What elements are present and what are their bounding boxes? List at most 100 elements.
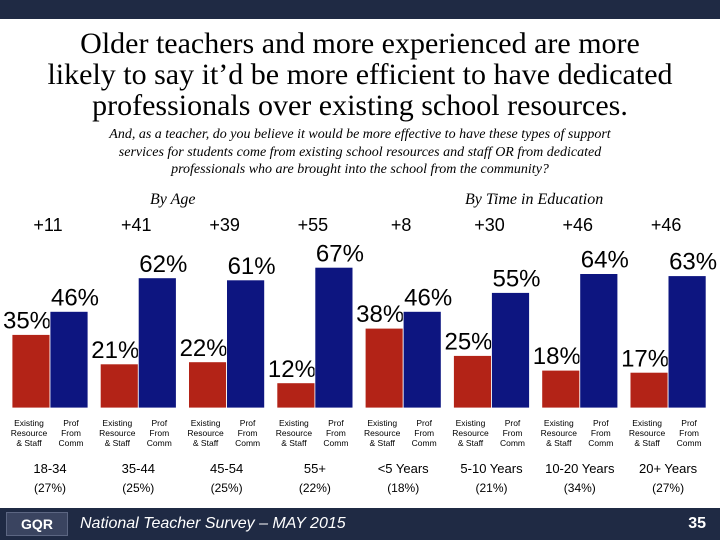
series-label: Existing	[191, 418, 221, 428]
category-base-label: (18%)	[387, 481, 419, 495]
series-label: From	[238, 428, 258, 438]
series-label: Existing	[367, 418, 397, 428]
bar-prof-community	[667, 275, 707, 409]
bar-value-label: 61%	[228, 253, 276, 280]
net-difference-label: +8	[391, 215, 412, 235]
series-label: Resource	[187, 428, 224, 438]
title-line: likely to say it’d be more efficient to …	[47, 58, 673, 91]
top-bar	[0, 0, 720, 19]
series-label: Resource	[452, 428, 489, 438]
bar-existing-resource	[364, 327, 404, 409]
category-label: 5-10 Years	[460, 461, 523, 476]
category-base-label: (27%)	[34, 481, 66, 495]
series-label: From	[326, 428, 346, 438]
bar-value-label: 18%	[533, 343, 581, 370]
question-line: professionals who are brought into the s…	[171, 162, 549, 177]
category-label: 45-54	[210, 461, 243, 476]
bar-value-label: 67%	[316, 240, 364, 267]
group-label-age: By Age	[150, 191, 196, 208]
series-label: Comm	[323, 438, 348, 448]
bar-value-label: 35%	[3, 308, 51, 335]
bar-value-label: 46%	[404, 284, 452, 311]
net-difference-label: +46	[651, 215, 682, 235]
category-label: 20+ Years	[639, 461, 698, 476]
category-base-label: (25%)	[122, 481, 154, 495]
bar-prof-community	[491, 292, 530, 409]
bar-value-label: 46%	[51, 284, 99, 311]
series-label: & Staff	[634, 438, 660, 448]
series-label: & Staff	[193, 438, 219, 448]
net-difference-label: +41	[121, 215, 152, 235]
series-label: Existing	[456, 418, 486, 428]
series-label: Prof	[152, 418, 168, 428]
series-label: Prof	[681, 418, 697, 428]
category-base-label: (21%)	[475, 481, 507, 495]
series-label: Prof	[416, 418, 432, 428]
category-label: 35-44	[122, 461, 155, 476]
net-difference-label: +39	[209, 215, 240, 235]
series-label: From	[503, 428, 523, 438]
series-label: Resource	[364, 428, 401, 438]
bar-prof-community	[49, 311, 89, 409]
series-label: & Staff	[281, 438, 307, 448]
bar-value-label: 38%	[356, 301, 404, 328]
series-label: Comm	[235, 438, 260, 448]
series-label: From	[61, 428, 81, 438]
bar-existing-resource	[453, 355, 492, 409]
net-difference-label: +11	[33, 215, 62, 235]
series-label: Prof	[240, 418, 256, 428]
footer-bar	[0, 508, 720, 540]
series-label: Resource	[541, 428, 578, 438]
slide-title: Older teachers and more experienced are …	[0, 28, 720, 121]
bar-prof-community	[137, 277, 177, 409]
series-label: & Staff	[16, 438, 42, 448]
series-label: Existing	[544, 418, 574, 428]
series-label: From	[414, 428, 434, 438]
net-difference-label: +46	[563, 215, 594, 235]
series-label: Comm	[147, 438, 172, 448]
series-label: Prof	[328, 418, 344, 428]
bar-value-label: 22%	[180, 335, 228, 362]
question-line: services for students come from existing…	[118, 144, 602, 160]
bar-value-label: 63%	[669, 249, 717, 276]
bar-value-label: 25%	[444, 329, 492, 356]
group-label-education: By Time in Education	[465, 191, 604, 208]
series-label: Resource	[629, 428, 666, 438]
question-line: And, as a teacher, do you believe it wou…	[109, 127, 611, 142]
series-label: Existing	[279, 418, 309, 428]
category-label: 10-20 Years	[545, 461, 615, 476]
bar-value-label: 62%	[139, 251, 187, 278]
bar-value-label: 12%	[268, 356, 316, 383]
series-label: From	[591, 428, 611, 438]
survey-question: And, as a teacher, do you believe it wou…	[60, 126, 660, 179]
series-label: Resource	[276, 428, 313, 438]
title-line: professionals over existing school resou…	[92, 89, 628, 122]
category-base-label: (22%)	[299, 481, 331, 495]
category-base-label: (34%)	[564, 481, 596, 495]
bar-existing-resource	[11, 334, 51, 409]
category-label: 55+	[304, 461, 326, 476]
series-label: & Staff	[546, 438, 572, 448]
series-label: Comm	[500, 438, 525, 448]
bar-existing-resource	[99, 363, 139, 409]
series-label: Resource	[11, 428, 48, 438]
series-label: Comm	[412, 438, 437, 448]
series-label: Comm	[58, 438, 83, 448]
bar-value-label: 64%	[581, 247, 629, 274]
series-label: & Staff	[458, 438, 484, 448]
series-label: Existing	[14, 418, 44, 428]
bar-existing-resource	[541, 369, 581, 409]
bar-value-label: 17%	[621, 345, 669, 372]
bar-prof-community	[226, 279, 266, 409]
bar-prof-community	[314, 266, 354, 409]
series-label: From	[679, 428, 699, 438]
footer-survey-name: National Teacher Survey – MAY 2015	[80, 515, 346, 532]
bar-prof-community	[579, 273, 619, 409]
bar-value-label: 55%	[492, 266, 540, 293]
series-label: From	[149, 428, 169, 438]
bar-prof-community	[402, 311, 442, 409]
category-label: 18-34	[33, 461, 66, 476]
category-base-label: (25%)	[211, 481, 243, 495]
series-label: Resource	[99, 428, 136, 438]
